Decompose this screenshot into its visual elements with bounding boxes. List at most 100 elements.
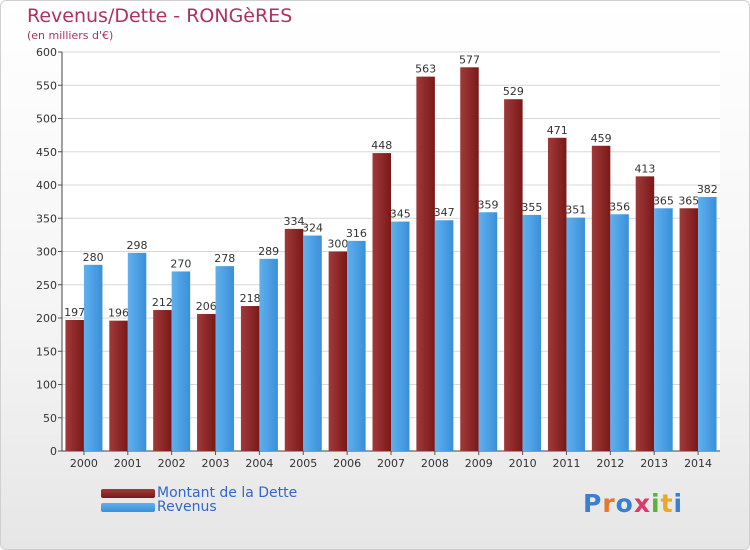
data-label-revenue: 278 bbox=[214, 252, 235, 265]
data-label-debt: 300 bbox=[327, 238, 348, 251]
data-label-revenue: 316 bbox=[346, 227, 367, 240]
data-label-revenue: 345 bbox=[390, 208, 411, 221]
data-label-debt: 448 bbox=[371, 139, 392, 152]
data-label-debt: 577 bbox=[459, 53, 480, 66]
y-tick-label: 150 bbox=[36, 345, 57, 358]
logo-letter: i bbox=[651, 489, 661, 518]
logo-letter: i bbox=[673, 489, 684, 518]
data-label-revenue: 347 bbox=[434, 206, 455, 219]
data-label-revenue: 270 bbox=[170, 257, 191, 270]
x-tick-label: 2010 bbox=[509, 457, 537, 470]
bar-debt bbox=[416, 76, 435, 451]
data-label-revenue: 356 bbox=[609, 200, 630, 213]
data-label-revenue: 355 bbox=[521, 201, 542, 214]
y-tick-label: 450 bbox=[36, 146, 57, 159]
y-tick-label: 600 bbox=[36, 46, 57, 59]
x-tick-label: 2004 bbox=[245, 457, 273, 470]
data-label-revenue: 280 bbox=[83, 251, 104, 264]
x-tick-label: 2014 bbox=[684, 457, 712, 470]
data-label-revenue: 298 bbox=[127, 239, 148, 252]
bar-revenue bbox=[654, 208, 673, 451]
x-tick-label: 2006 bbox=[333, 457, 361, 470]
logo-letter: P bbox=[583, 489, 603, 518]
proxiti-logo[interactable]: Proxiti bbox=[583, 489, 683, 518]
bar-debt bbox=[197, 314, 216, 451]
x-tick-label: 2003 bbox=[202, 457, 230, 470]
legend-label-debt: Montant de la Dette bbox=[157, 485, 298, 501]
x-tick-label: 2002 bbox=[158, 457, 186, 470]
bar-revenue bbox=[127, 252, 147, 451]
legend-item-revenue: Revenus bbox=[101, 499, 297, 515]
x-tick-label: 2012 bbox=[596, 457, 624, 470]
data-label-debt: 206 bbox=[196, 300, 217, 313]
bar-revenue bbox=[347, 240, 366, 451]
bar-debt bbox=[591, 145, 611, 451]
y-tick-label: 350 bbox=[36, 212, 57, 225]
bar-revenue bbox=[83, 264, 103, 451]
y-tick-label: 100 bbox=[36, 379, 57, 392]
data-label-debt: 471 bbox=[547, 124, 568, 137]
logo-letter: t bbox=[660, 489, 674, 518]
chart-subtitle: (en milliers d'€) bbox=[27, 29, 114, 42]
x-tick-label: 2009 bbox=[465, 457, 493, 470]
bar-debt bbox=[635, 176, 655, 452]
bar-debt bbox=[679, 208, 699, 451]
logo-letter: x bbox=[633, 489, 651, 518]
data-label-revenue: 359 bbox=[477, 198, 498, 211]
data-label-debt: 334 bbox=[284, 215, 305, 228]
data-label-debt: 459 bbox=[591, 132, 612, 145]
x-tick-label: 2005 bbox=[289, 457, 317, 470]
bar-revenue bbox=[478, 212, 498, 451]
data-label-debt: 529 bbox=[503, 85, 524, 98]
bar-revenue bbox=[522, 214, 542, 451]
x-tick-label: 2000 bbox=[70, 457, 98, 470]
logo-letter: o bbox=[615, 489, 634, 518]
bar-revenue bbox=[391, 221, 410, 451]
bar-debt bbox=[240, 306, 260, 451]
data-label-revenue: 289 bbox=[258, 245, 279, 258]
bar-debt bbox=[153, 310, 172, 451]
bar-debt bbox=[328, 251, 348, 451]
data-label-debt: 218 bbox=[240, 292, 261, 305]
legend-label-revenue: Revenus bbox=[157, 499, 217, 515]
y-tick-label: 550 bbox=[36, 79, 57, 92]
data-label-revenue: 365 bbox=[653, 194, 674, 207]
data-label-revenue: 351 bbox=[565, 204, 586, 217]
y-tick-label: 200 bbox=[36, 312, 57, 325]
data-label-debt: 413 bbox=[634, 162, 655, 175]
chart-title: Revenus/Dette - RONGèRES bbox=[27, 5, 293, 27]
y-tick-label: 500 bbox=[36, 113, 57, 126]
data-label-revenue: 382 bbox=[697, 183, 718, 196]
y-tick-label: 250 bbox=[36, 279, 57, 292]
bar-debt bbox=[547, 137, 567, 451]
data-label-debt: 196 bbox=[108, 307, 129, 320]
bar-revenue bbox=[303, 235, 322, 451]
y-tick-label: 0 bbox=[50, 445, 57, 458]
legend-item-debt: Montant de la Dette bbox=[101, 485, 298, 501]
bar-debt bbox=[460, 67, 479, 452]
x-tick-label: 2007 bbox=[377, 457, 405, 470]
bar-revenue bbox=[171, 271, 191, 451]
y-tick-label: 50 bbox=[43, 412, 57, 425]
x-tick-label: 2001 bbox=[114, 457, 142, 470]
bar-revenue bbox=[215, 266, 235, 451]
legend-swatch-debt bbox=[101, 488, 155, 498]
bar-debt bbox=[109, 320, 128, 451]
data-label-debt: 212 bbox=[152, 296, 173, 309]
legend-swatch-revenue bbox=[101, 502, 155, 512]
bar-revenue bbox=[698, 196, 717, 451]
data-label-revenue: 324 bbox=[302, 222, 323, 235]
bar-debt bbox=[284, 228, 304, 451]
legend: Montant de la Dette Revenus bbox=[101, 485, 298, 515]
bar-debt bbox=[65, 319, 84, 451]
bar-revenue bbox=[566, 217, 585, 451]
data-label-debt: 365 bbox=[678, 194, 699, 207]
bar-revenue bbox=[259, 258, 278, 451]
data-label-debt: 563 bbox=[415, 63, 436, 76]
x-tick-label: 2013 bbox=[640, 457, 668, 470]
x-tick-label: 2011 bbox=[552, 457, 580, 470]
bar-revenue bbox=[434, 220, 454, 451]
bar-debt bbox=[372, 153, 391, 451]
